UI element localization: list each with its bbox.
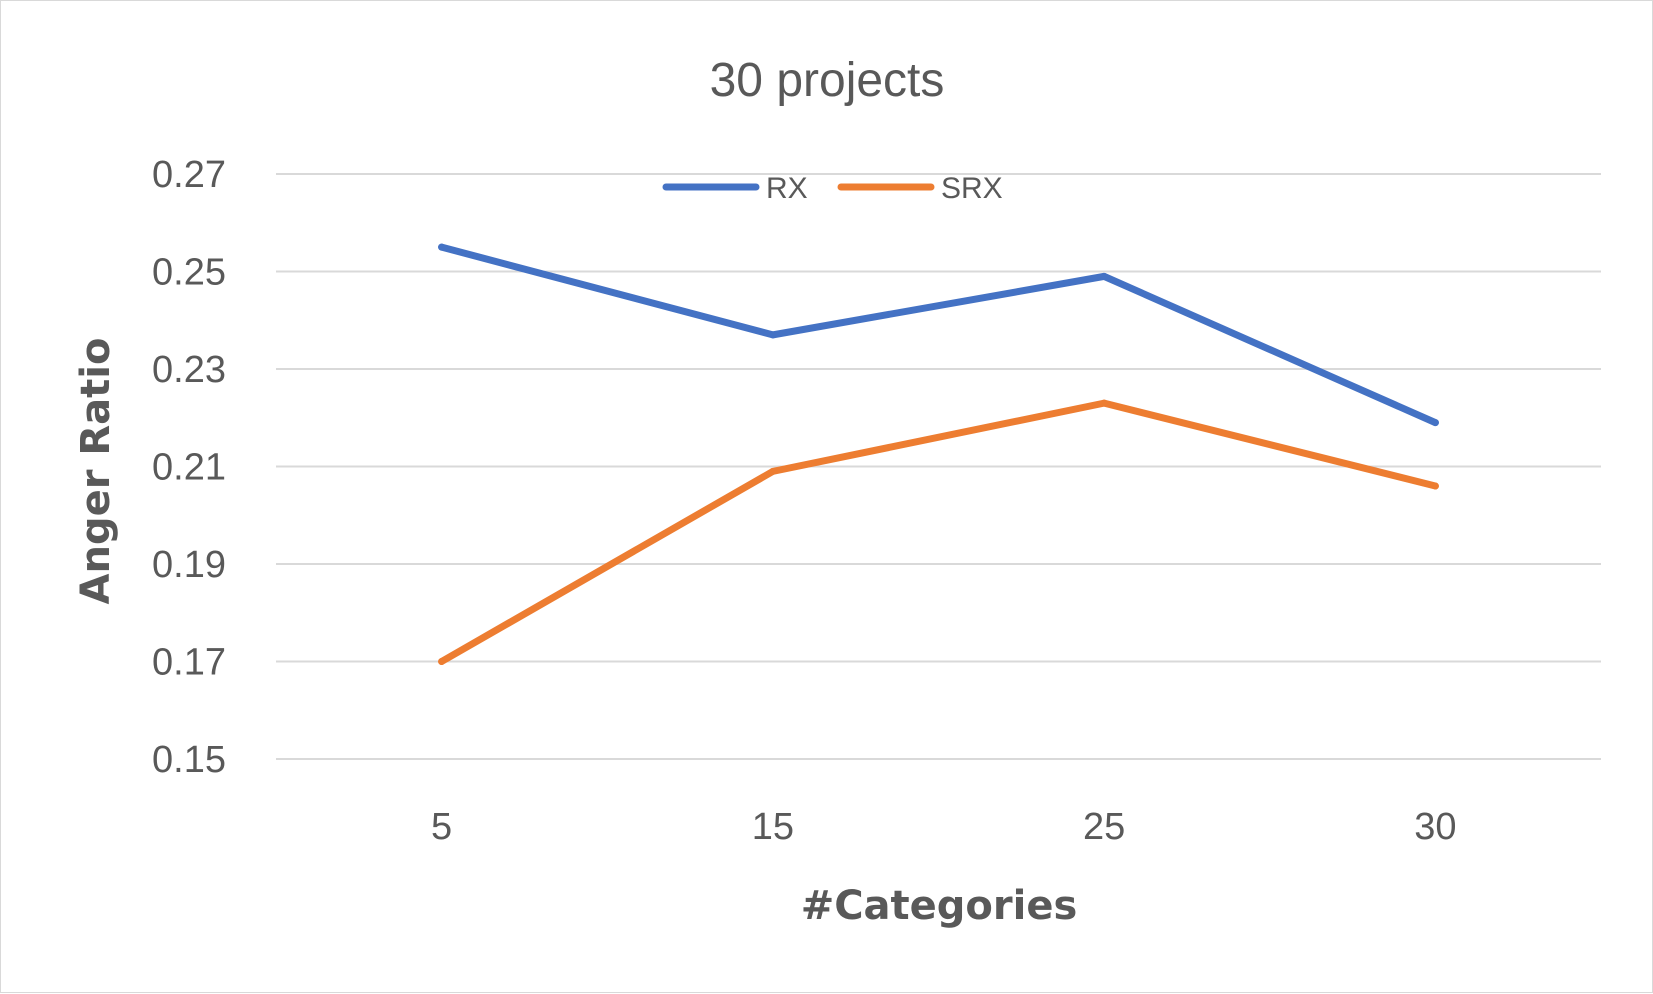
y-tick-label: 0.21 [152,447,226,489]
data-point-srx [769,467,777,475]
series-line-srx [438,399,1439,665]
x-tick-labels: 5 15 25 30 [431,806,1456,848]
y-tick-label: 0.17 [152,642,226,684]
series-lines [438,243,1439,665]
data-point-srx [438,658,446,665]
legend: RX SRX [662,172,1003,205]
x-tick-label: 5 [431,806,452,848]
series-line-rx [438,243,1439,427]
data-point-rx [769,331,777,339]
data-point-rx [1431,419,1439,427]
y-tick-label: 0.19 [152,544,226,586]
x-tick-label: 25 [1083,806,1125,848]
gridlines [276,173,1601,760]
legend-label-srx: SRX [941,172,1003,205]
y-tick-label: 0.27 [152,154,226,196]
y-axis-title: Anger Ratio [73,338,119,605]
y-tick-label: 0.23 [152,349,226,391]
data-point-rx [438,243,446,251]
x-tick-label: 30 [1414,806,1456,848]
data-point-srx [1100,399,1108,407]
data-point-srx [1431,482,1439,490]
legend-label-rx: RX [766,172,808,205]
data-point-rx [1100,272,1108,280]
y-tick-label: 0.25 [152,252,226,294]
x-tick-label: 15 [752,806,794,848]
chart-title: 30 projects [710,54,945,107]
y-tick-label: 0.15 [152,739,226,781]
y-tick-labels: 0.27 0.25 0.23 0.21 0.19 0.17 0.15 [152,154,226,781]
x-axis-title: #Categories [801,883,1078,929]
